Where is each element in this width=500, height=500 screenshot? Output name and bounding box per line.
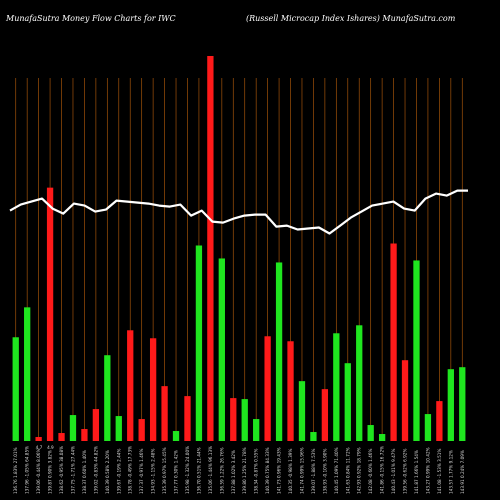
money-flow-bar — [264, 336, 271, 441]
x-tick-label: 137.77 0.30% 1.42% — [174, 450, 179, 494]
money-flow-bar — [24, 307, 31, 441]
x-tick-label: 139.07 -1.88% 7.53% — [311, 449, 316, 494]
x-tick-label: 140.35 -0.98% 1.39% — [288, 449, 293, 494]
money-flow-bar — [35, 437, 42, 441]
x-tick-label: 135.06 -1.44% 96.13% — [208, 446, 213, 494]
x-tick-label: 140.39 0.75% 84.33% — [265, 447, 270, 494]
money-flow-bar — [172, 431, 180, 441]
money-flow-bar — [81, 429, 88, 441]
x-tick-label: 141.74 0.99% 15.96% — [299, 447, 304, 494]
x-tick-label: 138.93 -0.10% 3.90% — [322, 449, 327, 494]
money-flow-bar — [241, 399, 248, 441]
money-flow-bar — [138, 419, 145, 441]
x-tick-label: 138.78 -0.49% 17.73% — [128, 446, 133, 494]
x-tick-label: 136.76 1.83% 27.01% — [13, 447, 18, 494]
annotation-label: 4.9 — [47, 445, 54, 450]
money-flow-bar — [195, 245, 203, 441]
money-flow-bar — [115, 416, 122, 441]
money-flow-bar — [344, 363, 351, 441]
money-flow-bar — [46, 187, 54, 441]
money-flow-bar — [447, 369, 454, 441]
x-tick-label: 139.87 0.90% 3.82% — [48, 450, 53, 494]
x-tick-label: 140.45 1.09% 71.40% — [334, 447, 339, 494]
x-tick-label: 136.70 0.51% 21.44% — [196, 447, 201, 494]
money-flow-bar — [321, 389, 329, 441]
price-line-group — [9, 189, 468, 235]
money-flow-bar — [401, 360, 409, 441]
chart-title: MunafaSutra Money Flow Charts for IWC — [6, 14, 176, 23]
x-tick-label: 135.39 0.97% 15.45% — [162, 447, 167, 494]
money-flow-bar — [424, 414, 432, 441]
money-flow-bar — [161, 386, 168, 441]
money-flow-bar — [12, 337, 19, 441]
x-tick-label: 141.86 -0.15% 16.72% — [380, 446, 385, 494]
money-flow-bar — [333, 333, 340, 441]
annotation-label: 4.7 — [36, 445, 43, 450]
x-tick-label: 140.39 0.58% 2.20% — [105, 450, 110, 494]
x-tick-label: 139.06 -0.44% 8.06% — [36, 449, 41, 494]
money-flow-bar — [356, 325, 363, 441]
money-flow-bar — [367, 425, 374, 441]
x-tick-label: 137.88 1.02% 3.42% — [231, 450, 236, 494]
money-flow-bar — [92, 409, 100, 441]
x-tick-label: 142.93 0.92% 18.79% — [357, 447, 362, 494]
x-tick-label: 142.08 -0.60% 1.46% — [368, 449, 373, 494]
x-tick-label: 139.56 -0.62% 6.92% — [403, 449, 408, 494]
x-tick-label: 135.98 -1.32% 24.00% — [185, 446, 190, 494]
money-flow-bar — [253, 419, 260, 441]
x-tick-label: 138.62 -0.95% 38.08% — [59, 446, 64, 494]
x-tick-label: 139.67 -0.19% 2.44% — [116, 449, 121, 494]
x-tick-label: 141.63 0.84% 11.72% — [345, 447, 350, 494]
x-tick-label: 137.75 -1.71% 27.44% — [70, 446, 75, 494]
money-flow-bar — [287, 341, 294, 441]
x-tick-label: 138.37 0.60% 1.40% — [82, 450, 87, 494]
x-tick-label: 139.02 -0.83% 44.82% — [93, 446, 98, 494]
price-line — [9, 189, 468, 235]
x-tick-label: 137.37 -0.97% 1.46% — [139, 449, 144, 494]
money-flow-bar — [459, 367, 466, 441]
money-flow-bar — [149, 338, 157, 441]
x-tick-label: 143.57 1.77% 9.12% — [448, 450, 453, 494]
money-flow-bar — [207, 55, 214, 441]
money-flow-bars — [12, 55, 466, 441]
chart-subtitle: (Russell Microcap Index Ishares) MunafaS… — [246, 14, 456, 23]
money-flow-bar — [390, 243, 397, 441]
money-flow-bar — [275, 262, 283, 441]
x-tick-label: 136.59 1.22% 26.76% — [219, 447, 224, 494]
money-flow-bar — [184, 396, 191, 441]
money-flow-bar — [58, 433, 65, 441]
x-tick-label: 134.93 -1.15% 2.48% — [151, 449, 156, 494]
money-flow-bar — [413, 260, 420, 441]
x-tick-label: 137.96 -1.05% 64.85% — [25, 446, 30, 494]
money-flow-bar — [218, 258, 225, 441]
money-flow-bar — [436, 401, 443, 441]
x-tick-label: 143.91 0.24% 7.09% — [460, 450, 465, 494]
money-flow-bar — [298, 381, 306, 441]
money-flow-bar — [104, 355, 111, 441]
x-tick-label: 138.34 -0.87% 0.55% — [254, 449, 259, 494]
x-tick-label: 140.43 -1.01% 9.47% — [391, 449, 396, 494]
money-flow-bar — [230, 398, 237, 441]
x-tick-label: 139.80 1.25% 21.78% — [242, 447, 247, 494]
x-tick-label: 141.08 -1.53% 3.51% — [437, 449, 442, 494]
money-flow-bar — [310, 432, 317, 441]
x-tick-label: 143.27 0.99% 10.42% — [425, 447, 430, 494]
x-tick-labels: 136.76 1.83% 27.01% 137.96 -1.05% 64.85% 1… — [13, 445, 465, 494]
money-flow-bar — [69, 415, 77, 441]
x-tick-label: 141.87 1.66% 1.54% — [414, 450, 419, 494]
money-flow-bar — [378, 434, 386, 441]
x-tick-label: 141.73 0.96% 19.43% — [277, 447, 282, 494]
money-flow-bar — [127, 330, 134, 441]
